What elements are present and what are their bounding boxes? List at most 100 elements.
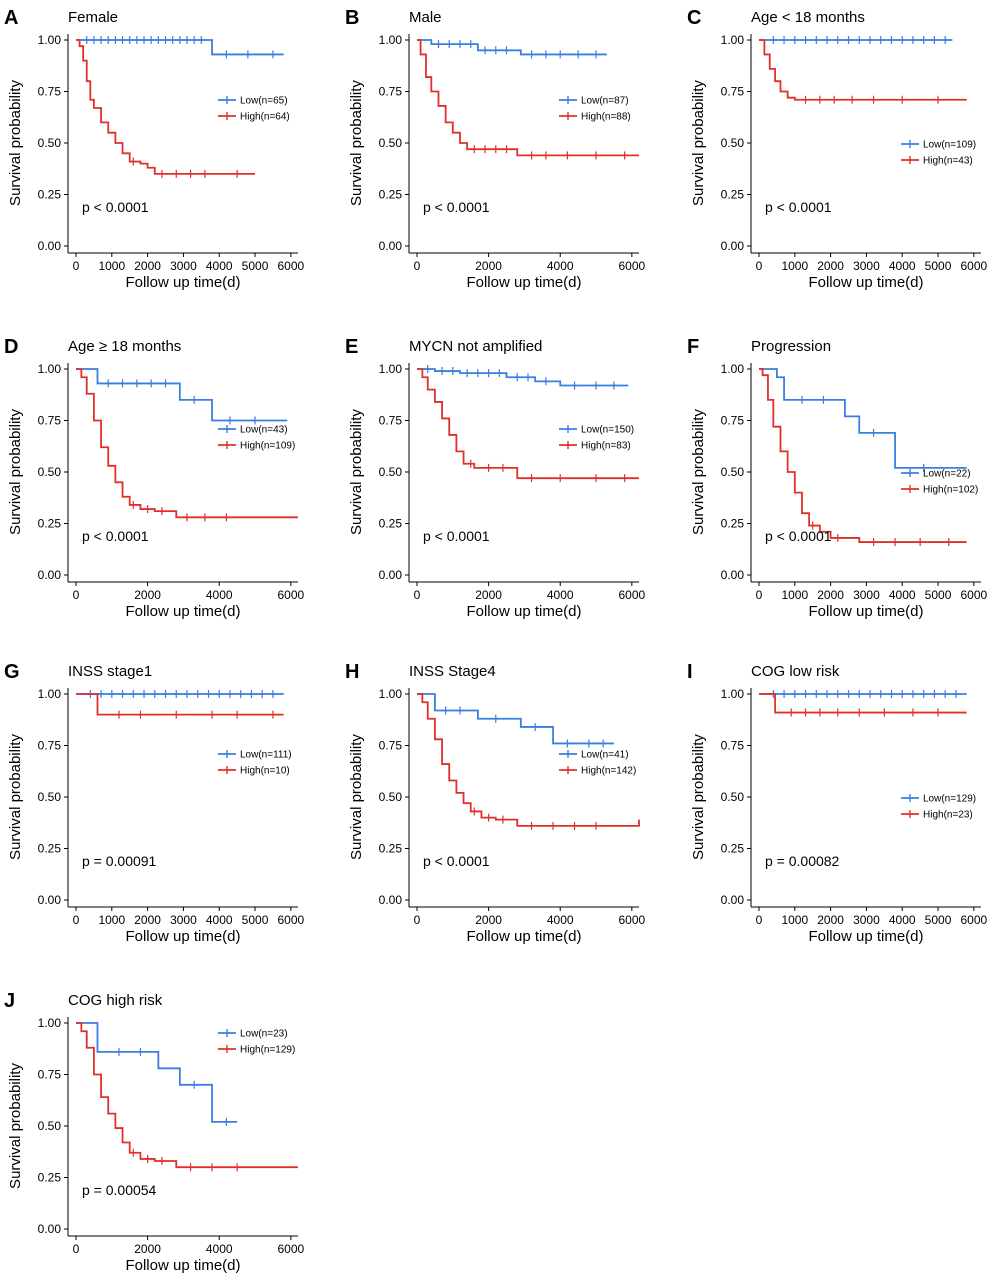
censor-mark [599,739,607,748]
censor-mark [144,505,152,514]
censor-mark [136,1047,144,1056]
x-tick-label: 4000 [547,588,574,602]
censor-mark [802,95,810,104]
censor-mark [780,690,788,698]
x-axis-title: Follow up time(d) [125,603,240,620]
censor-mark [898,36,906,44]
y-tick-label: 0.25 [379,842,403,856]
y-tick-label: 0.50 [721,136,745,150]
censor-mark [126,36,134,44]
censor-mark [855,36,863,44]
p-value: p < 0.0001 [765,199,832,215]
censor-mark [233,1163,241,1172]
legend-label: Low(n=109) [923,140,976,151]
censor-mark [162,379,170,388]
censor-mark [183,513,191,522]
y-tick-label: 0.25 [721,517,745,531]
censor-mark [563,151,571,160]
x-tick-label: 5000 [242,259,269,273]
panel-letter: G [4,661,20,683]
y-axis-title: Survival probability [690,734,707,860]
km-panel-f: F Progression 0.00 0.25 0.50 0.75 1.00 0 1000 200… [687,336,988,620]
km-curve-low [417,39,607,56]
censor-mark [208,710,216,719]
legend-label: Low(n=129) [923,794,976,805]
censor-mark [222,513,230,522]
y-tick-label: 0.75 [38,414,62,428]
legend-label: Low(n=41) [581,750,629,761]
censor-mark [802,36,810,44]
km-panel-g: G INSS stage1 0.00 0.25 0.50 0.75 1.00 0 1000 200… [4,661,305,945]
x-tick-label: 3000 [853,259,880,273]
y-tick-label: 1.00 [379,33,403,47]
censor-mark [140,36,148,44]
p-value: p < 0.0001 [82,528,149,544]
y-tick-label: 0.50 [38,465,62,479]
censor-mark [456,706,464,715]
censor-mark [147,36,155,44]
y-tick-label: 0.75 [721,414,745,428]
censor-mark [187,1163,195,1172]
censor-mark [866,36,874,44]
legend-label: High(n=102) [923,485,978,496]
km-curve-high [76,368,298,519]
legend-label: High(n=64) [240,112,290,123]
y-axis-title: Survival probability [7,80,24,206]
censor-mark [194,690,202,698]
km-curve-high [759,693,967,714]
y-tick-label: 0.00 [379,568,403,582]
y-tick-label: 1.00 [721,33,745,47]
km-panel-c: C Age < 18 months 0.00 0.25 0.50 0.75 1.00 0 100… [687,7,988,291]
censor-mark [934,708,942,717]
y-tick-label: 1.00 [721,687,745,701]
panel-title: COG high risk [68,992,163,1009]
censor-mark [855,690,863,698]
y-tick-label: 1.00 [38,33,62,47]
y-tick-label: 0.75 [721,85,745,99]
censor-mark [816,708,824,717]
censor-mark [129,690,137,698]
censor-mark [269,50,277,59]
x-tick-label: 6000 [960,259,987,273]
censor-mark [467,459,475,468]
censor-mark [809,521,817,530]
censor-mark [855,708,863,717]
x-axis-title: Follow up time(d) [808,274,923,291]
censor-mark [870,428,878,437]
censor-mark [424,365,432,373]
panel-letter: E [345,336,358,358]
censor-mark [492,714,500,723]
x-tick-label: 3000 [853,913,880,927]
y-tick-label: 1.00 [38,1016,62,1030]
censor-mark [870,538,878,547]
censor-mark [870,95,878,104]
censor-mark [104,36,112,44]
censor-mark [819,395,827,404]
x-axis-title: Follow up time(d) [125,1257,240,1274]
censor-mark [920,690,928,698]
censor-mark [571,381,579,390]
km-panel-a: A Female 0.00 0.25 0.50 0.75 1.00 0 1000 2000 3000… [4,7,305,291]
x-tick-label: 5000 [242,913,269,927]
legend-label: High(n=109) [240,441,295,452]
censor-mark [474,369,482,378]
km-panel-h: H INSS Stage4 0.00 0.25 0.50 0.75 1.00 0 2000 400… [345,661,646,945]
x-tick-label: 5000 [925,588,952,602]
x-tick-label: 4000 [547,913,574,927]
km-curve-low [759,368,967,469]
km-curve-high [76,693,284,716]
x-tick-label: 2000 [475,588,502,602]
y-axis-title: Survival probability [348,409,365,535]
censor-mark [172,690,180,698]
censor-mark [880,708,888,717]
km-curve-low [76,1022,238,1123]
x-tick-label: 0 [414,259,421,273]
censor-mark [823,690,831,698]
censor-mark [845,690,853,698]
censor-mark [571,821,579,830]
legend-label: High(n=88) [581,112,631,123]
censor-mark [816,95,824,104]
x-tick-label: 6000 [618,259,645,273]
legend-label: Low(n=23) [240,1029,288,1040]
